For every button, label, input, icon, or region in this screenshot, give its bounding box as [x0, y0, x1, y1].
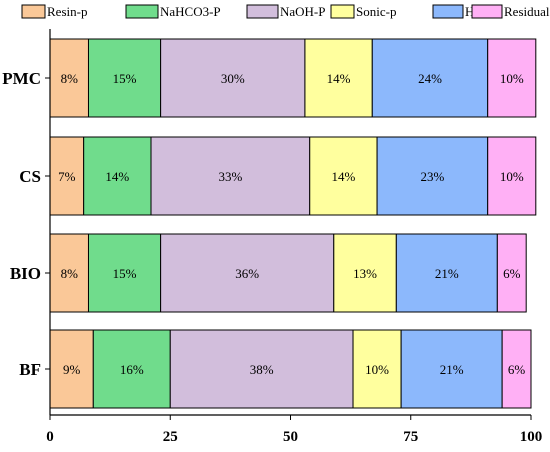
bar-segment-residual-p-cs [487, 136, 537, 216]
data-label-nahco3-p-bf: 16% [120, 362, 144, 377]
legend-swatch [471, 4, 503, 19]
bar-segment-residual-p-pmc [487, 38, 537, 118]
legend-label: Sonic-p [356, 4, 396, 19]
legend-swatch [330, 4, 355, 19]
data-label-nahco3-p-bio: 15% [113, 266, 137, 281]
bar-segment-resin-p-bf [49, 329, 94, 409]
legend-item-sonic-p: Sonic-p [330, 4, 396, 19]
data-label-resin-p-pmc: 8% [61, 71, 79, 86]
bar-segment-nahco3-p-cs [83, 136, 152, 216]
legend-item-nahco3-p: NaHCO3-P [125, 4, 221, 19]
bars: 8% 15% 30% 14% 24% 10% 7% 14% 33% 14% 23% 10% 8% 15% 3… [49, 38, 537, 409]
data-label-hcl-p-bf: 21% [440, 362, 464, 377]
x-tick-label-50: 50 [283, 429, 298, 445]
data-label-naoh-p-pmc: 30% [221, 71, 245, 86]
legend-swatch [21, 4, 46, 19]
bar-segment-sonic-p-bf [352, 329, 402, 409]
bar-segment-nahco3-p-bf [92, 329, 171, 409]
bar-segment-resin-p-pmc [49, 38, 89, 118]
bar-segment-sonic-p-pmc [304, 38, 373, 118]
x-axis: 0 25 50 75 100 [46, 414, 543, 445]
data-label-nahco3-p-pmc: 15% [113, 71, 137, 86]
bar-segment-naoh-p-bio [160, 233, 335, 313]
bar-segment-naoh-p-pmc [160, 38, 306, 118]
bar-row-bio: 8% 15% 36% 13% 21% 6% [49, 233, 527, 313]
legend-item-resin-p: Resin-p [21, 4, 87, 19]
bar-segment-hcl-p-bf [400, 329, 503, 409]
legend-swatch [432, 4, 464, 19]
bar-row-cs: 7% 14% 33% 14% 23% 10% [49, 136, 537, 216]
data-label-sonic-p-bf: 10% [365, 362, 389, 377]
bar-segment-sonic-p-bio [333, 233, 397, 313]
x-tick-label-100: 100 [520, 429, 543, 445]
bar-segment-sonic-p-cs [309, 136, 378, 216]
data-label-naoh-p-bf: 38% [250, 362, 274, 377]
data-label-sonic-p-bio: 13% [353, 266, 377, 281]
bar-segment-hcl-p-cs [376, 136, 489, 216]
legend-label: NaOH-P [280, 4, 326, 19]
bar-segment-hcl-p-pmc [371, 38, 489, 118]
bar-segment-residual-p-bf [501, 329, 532, 409]
data-label-sonic-p-cs: 14% [331, 169, 355, 184]
y-tick-label-bio: BIO [10, 264, 41, 283]
data-label-resin-p-bio: 8% [61, 266, 79, 281]
bar-row-bf: 9% 16% 38% 10% 21% 6% [49, 329, 532, 409]
legend-swatch [246, 4, 279, 19]
data-label-naoh-p-bio: 36% [235, 266, 259, 281]
y-axis: PMC CS BIO BF [2, 29, 51, 415]
legend-label: Residual-p [504, 4, 550, 19]
data-label-nahco3-p-cs: 14% [105, 169, 129, 184]
data-label-sonic-p-pmc: 14% [327, 71, 351, 86]
data-label-naoh-p-cs: 33% [218, 169, 242, 184]
legend-swatch [125, 4, 159, 19]
x-tick-label-25: 25 [163, 429, 178, 445]
legend-item-residual-p: Residual-p [471, 4, 550, 19]
y-tick-label-pmc: PMC [2, 69, 41, 88]
bar-segment-hcl-p-bio [395, 233, 498, 313]
bar-segment-naoh-p-cs [150, 136, 311, 216]
y-tick-label-cs: CS [19, 167, 41, 186]
data-label-residual-p-cs: 10% [500, 169, 524, 184]
bar-row-pmc: 8% 15% 30% 14% 24% 10% [49, 38, 537, 118]
y-tick-label-bf: BF [19, 360, 41, 379]
bar-segment-resin-p-cs [49, 136, 85, 216]
legend: Resin-pNaHCO3-PNaOH-PSonic-pHCl-PResidua… [21, 4, 550, 19]
x-tick-label-75: 75 [403, 429, 418, 445]
data-label-residual-p-bio: 6% [503, 266, 521, 281]
data-label-hcl-p-bio: 21% [435, 266, 459, 281]
x-tick-label-0: 0 [46, 429, 54, 445]
bar-segment-nahco3-p-bio [87, 233, 162, 313]
data-label-resin-p-bf: 9% [63, 362, 81, 377]
data-label-hcl-p-pmc: 24% [418, 71, 442, 86]
legend-label: Resin-p [47, 4, 87, 19]
data-label-residual-p-pmc: 10% [500, 71, 524, 86]
legend-item-naoh-p: NaOH-P [246, 4, 326, 19]
data-label-hcl-p-cs: 23% [420, 169, 444, 184]
bar-segment-residual-p-bio [496, 233, 527, 313]
data-label-residual-p-bf: 6% [508, 362, 526, 377]
data-label-resin-p-cs: 7% [58, 169, 76, 184]
legend-label: NaHCO3-P [160, 4, 221, 19]
